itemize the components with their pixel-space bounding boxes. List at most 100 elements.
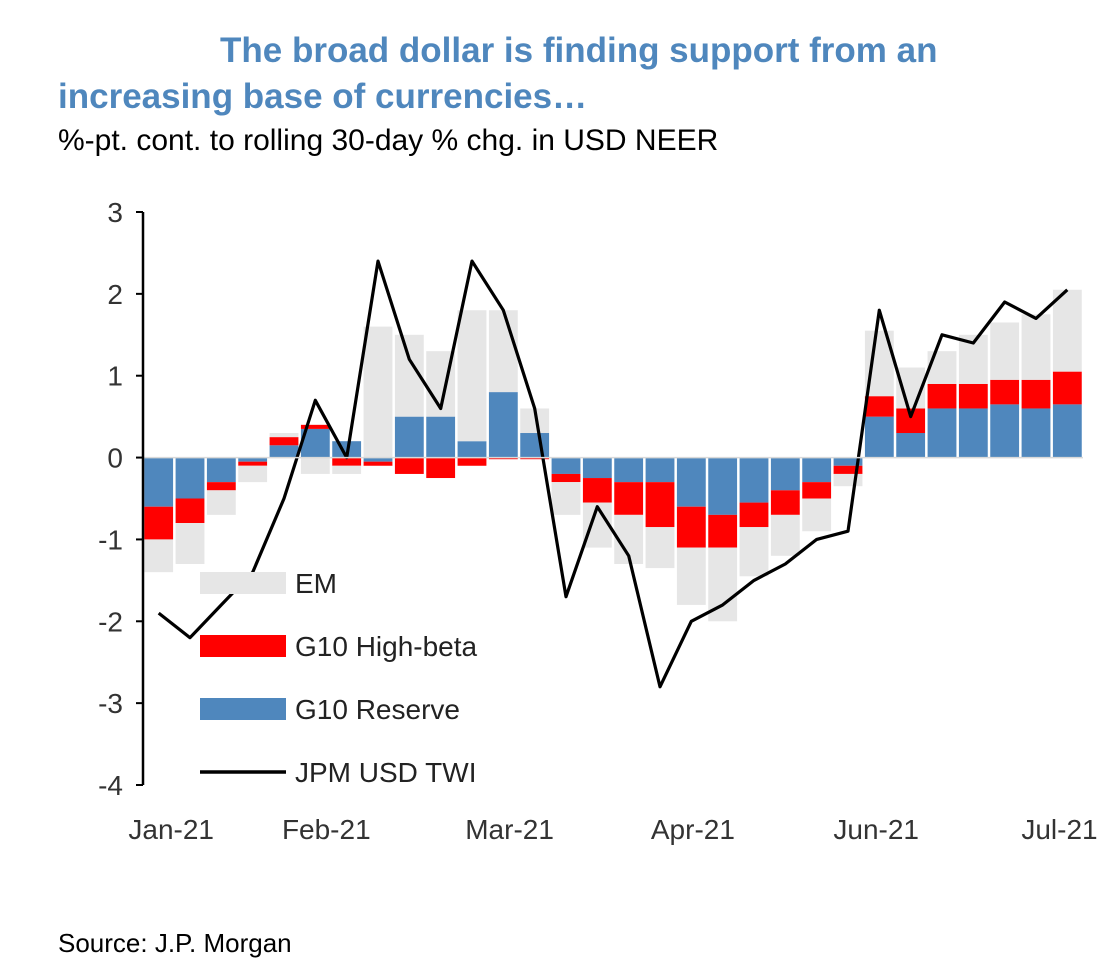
g10-high-beta-bar [300,424,330,429]
em-bar [770,514,800,556]
em-bar [332,465,362,474]
x-tick-label: Apr-21 [651,814,735,845]
legend-label-g10-high-beta: G10 High-beta [295,631,478,662]
y-tick-label: -2 [98,606,123,637]
g10-reserve-bar [144,457,174,507]
g10-reserve-bar [958,408,988,458]
x-tick-label: Jun-21 [833,814,919,845]
em-bar [833,473,863,487]
bars-layer [144,289,1082,622]
g10-high-beta-bar [614,482,644,515]
g10-reserve-bar [363,457,393,462]
g10-reserve-bar [614,457,644,483]
g10-high-beta-bar [645,482,675,528]
source-note: Source: J.P. Morgan [58,928,292,958]
g10-reserve-bar [990,404,1020,458]
g10-high-beta-bar [269,437,299,446]
x-tick-label: Mar-21 [465,814,554,845]
g10-high-beta-bar [394,457,424,474]
line-layer [157,259,1069,689]
x-tick-label: Feb-21 [282,814,371,845]
g10-reserve-bar [896,433,926,458]
g10-high-beta-bar [739,502,769,528]
g10-high-beta-bar [457,457,487,466]
g10-high-beta-bar [551,473,581,483]
g10-reserve-bar [551,457,581,474]
em-bar [144,539,174,573]
g10-high-beta-bar [363,461,393,466]
legend-label-jpm-usd-twi: JPM USD TWI [295,757,476,788]
em-bar [676,547,706,605]
g10-high-beta-bar [206,482,236,491]
g10-high-beta-bar [770,490,800,515]
em-bar [990,322,1020,380]
g10-high-beta-bar [958,383,988,409]
g10-high-beta-bar [238,461,268,466]
em-bar [175,523,205,564]
g10-reserve-bar [238,457,268,462]
legend-swatch-em [200,572,286,594]
g10-reserve-bar [206,457,236,483]
g10-high-beta-bar [144,506,174,540]
g10-high-beta-bar [582,478,612,503]
g10-reserve-bar [175,457,205,499]
g10-high-beta-bar [175,498,205,524]
em-bar [206,490,236,515]
y-tick-label: -3 [98,688,123,719]
legend-swatch-g10-high-beta [200,635,286,657]
em-bar [645,527,675,569]
g10-reserve-bar [739,457,769,503]
legend-label-em: EM [295,568,337,599]
g10-reserve-bar [394,416,424,458]
g10-reserve-bar [1052,404,1082,458]
em-bar [269,433,299,438]
g10-reserve-bar [1021,408,1051,458]
g10-reserve-bar [426,416,456,458]
g10-reserve-bar [708,457,738,515]
g10-high-beta-bar [1021,379,1051,409]
g10-high-beta-bar [927,383,957,409]
em-bar [927,351,957,384]
g10-reserve-bar [802,457,832,483]
g10-reserve-bar [676,457,706,507]
em-bar [488,310,518,393]
g10-high-beta-bar [990,379,1020,405]
g10-high-beta-bar [676,506,706,548]
legend: EM G10 High-beta G10 Reserve JPM USD TWI [200,568,478,788]
x-tick-label: Jan-21 [128,814,214,845]
em-bar [238,465,268,483]
em-bar [1052,289,1082,372]
em-bar [457,310,487,442]
g10-high-beta-bar [708,514,738,548]
g10-high-beta-bar [488,457,518,460]
x-tick-label: Jul-21 [1021,814,1097,845]
g10-high-beta-bar [802,482,832,499]
g10-reserve-bar [645,457,675,483]
g10-high-beta-bar [332,457,362,466]
em-bar [739,527,769,577]
g10-high-beta-bar [864,396,894,417]
y-tick-label: -4 [98,770,123,801]
chart-subtitle: %-pt. cont. to rolling 30-day % chg. in … [58,124,719,157]
g10-reserve-bar [269,445,299,458]
em-bar [1021,314,1051,380]
g10-high-beta-bar [426,457,456,479]
em-bar [802,498,832,532]
em-bar [300,457,330,474]
g10-reserve-bar [770,457,800,491]
g10-reserve-bar [582,457,612,479]
g10-high-beta-bar [1052,371,1082,405]
y-tick-label: -1 [98,524,123,555]
jpm-usd-twi-line [157,259,1069,689]
g10-reserve-bar [488,392,518,458]
legend-label-g10-reserve: G10 Reserve [295,694,460,725]
g10-high-beta-bar [520,457,550,460]
y-tick-label: 1 [107,361,123,392]
y-tick-label: 2 [107,279,123,310]
legend-swatch-g10-reserve [200,698,286,720]
g10-high-beta-bar [833,465,863,474]
g10-reserve-bar [927,408,957,458]
g10-reserve-bar [864,416,894,458]
